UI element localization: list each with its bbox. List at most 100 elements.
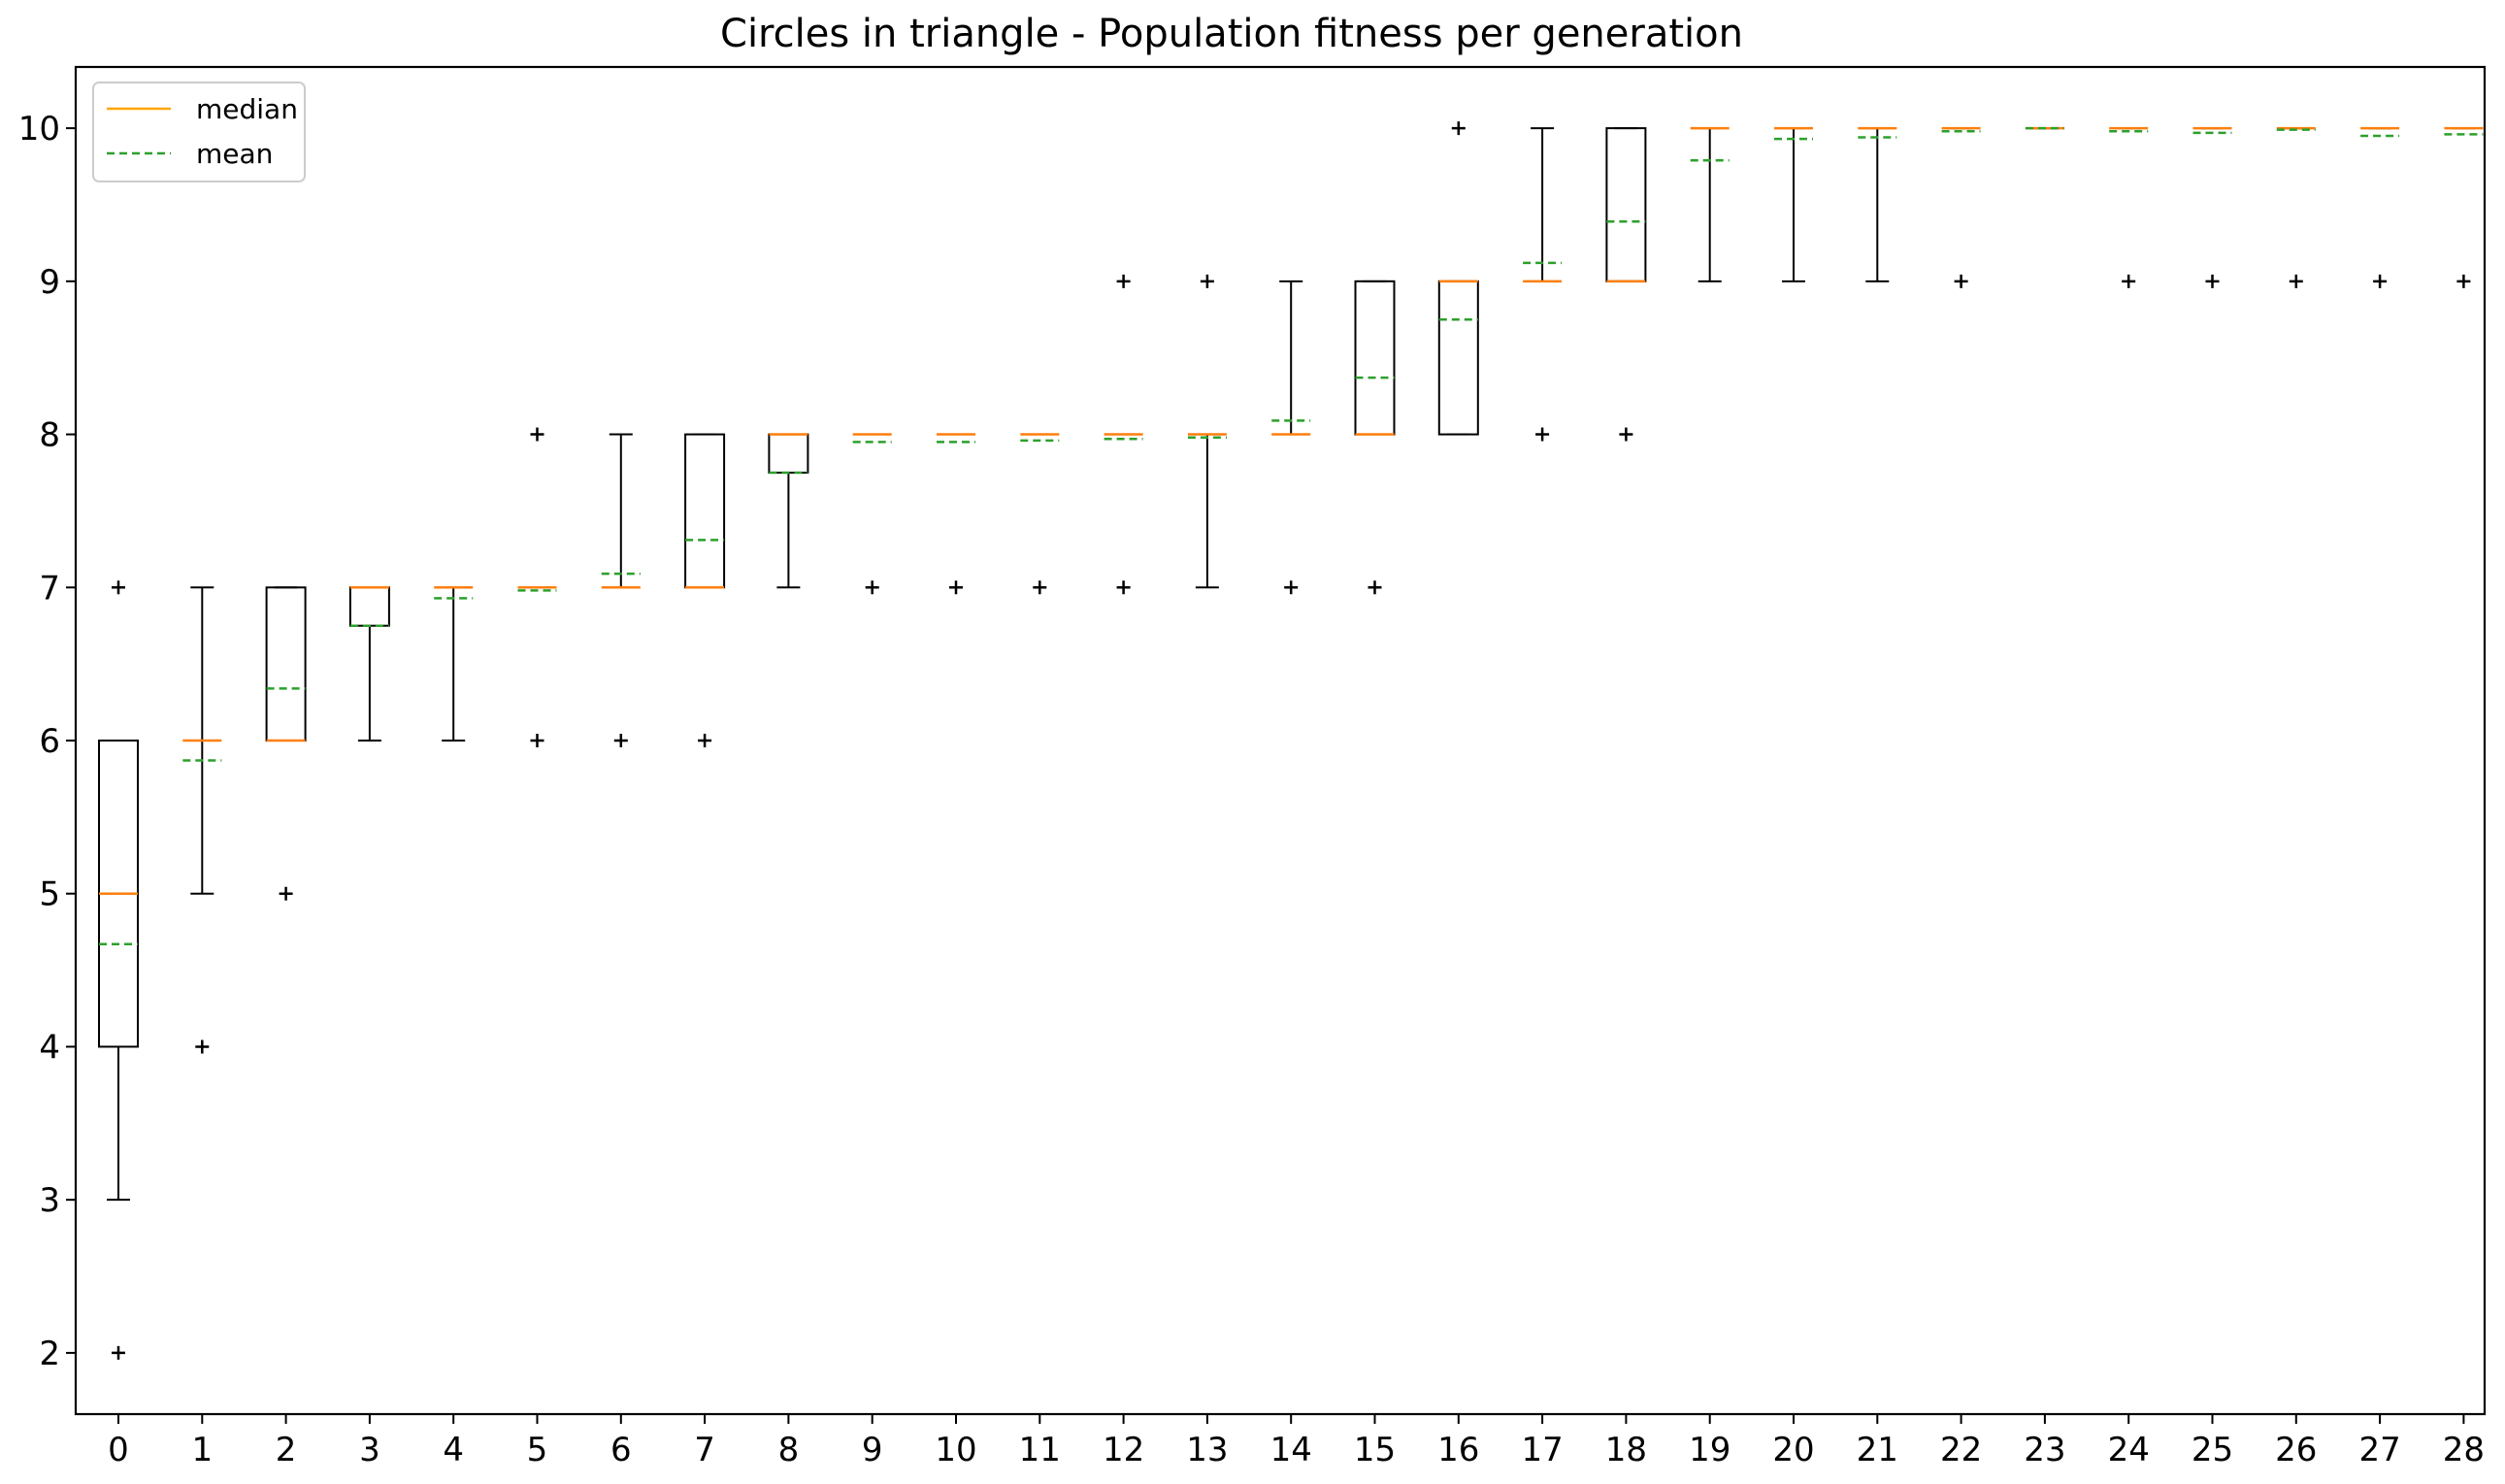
x-tick-label: 20 — [1772, 1431, 1814, 1469]
flier-point — [2122, 274, 2136, 288]
legend: median mean — [92, 82, 306, 182]
box-gen-7 — [684, 433, 726, 747]
x-tick-label: 24 — [2108, 1431, 2150, 1469]
y-tick-label: 7 — [39, 569, 60, 608]
box-gen-25 — [2192, 126, 2232, 288]
chart-title: Circles in triangle - Population fitness… — [720, 12, 1743, 56]
box-gen-21 — [1858, 126, 1897, 282]
box-gen-0 — [98, 580, 139, 1360]
legend-frame — [92, 82, 306, 182]
box-gen-3 — [348, 586, 390, 742]
flier-point — [2456, 274, 2471, 288]
x-tick-label: 16 — [1437, 1431, 1479, 1469]
y-tick-label: 4 — [39, 1028, 60, 1067]
box-gen-24 — [2109, 126, 2149, 288]
box-gen-27 — [2360, 126, 2400, 288]
x-tick-label: 25 — [2192, 1431, 2233, 1469]
flier-point — [530, 427, 544, 442]
flier-point — [1284, 580, 1299, 595]
y-tick-label: 5 — [39, 875, 60, 914]
x-tick-label: 9 — [862, 1431, 883, 1469]
x-tick-label: 21 — [1857, 1431, 1898, 1469]
x-tick-label: 8 — [778, 1431, 800, 1469]
flier-point — [195, 1039, 210, 1054]
y-tick-label: 8 — [39, 416, 60, 455]
box-gen-9 — [852, 433, 892, 595]
box-gen-15 — [1354, 280, 1396, 595]
x-tick-label: 2 — [276, 1431, 297, 1469]
box-gen-28 — [2444, 126, 2484, 288]
flier-point — [279, 886, 293, 901]
flier-point — [1368, 580, 1382, 595]
x-tick-label: 14 — [1270, 1431, 1312, 1469]
flier-point — [613, 734, 628, 747]
box-gen-22 — [1941, 126, 1981, 288]
box-gen-17 — [1523, 127, 1563, 442]
flier-point — [1200, 274, 1214, 288]
flier-point — [1954, 274, 1968, 288]
x-tick-label: 15 — [1354, 1431, 1396, 1469]
flier-point — [530, 734, 544, 747]
x-tick-label: 19 — [1689, 1431, 1730, 1469]
x-tick-label: 22 — [1940, 1431, 1982, 1469]
x-tick-label: 5 — [527, 1431, 548, 1469]
flier-point — [2373, 274, 2388, 288]
box-gen-4 — [434, 586, 474, 742]
flier-point — [1116, 580, 1131, 595]
flier-point — [698, 734, 712, 747]
x-tick-label: 7 — [694, 1431, 715, 1469]
x-tick-label: 10 — [935, 1431, 976, 1469]
legend-mean-label: mean — [196, 138, 273, 170]
box-gen-14 — [1271, 280, 1311, 595]
box-gen-12 — [1104, 274, 1143, 595]
x-tick-label: 0 — [108, 1431, 129, 1469]
box-gen-8 — [768, 433, 809, 589]
y-axis: 2 3 4 5 6 7 8 9 10 — [18, 110, 76, 1373]
y-tick-label: 6 — [39, 722, 60, 761]
box-gen-26 — [2276, 126, 2316, 288]
y-tick-label: 3 — [39, 1181, 60, 1220]
x-tick-label: 13 — [1186, 1431, 1228, 1469]
x-tick-label: 11 — [1019, 1431, 1061, 1469]
flier-point — [2289, 274, 2303, 288]
y-tick-label: 2 — [39, 1335, 60, 1373]
box-gen-19 — [1690, 126, 1730, 282]
box-gen-16 — [1437, 121, 1479, 436]
x-tick-label: 4 — [443, 1431, 464, 1469]
box-gen-2 — [265, 586, 307, 901]
y-tick-label: 9 — [39, 263, 60, 302]
flier-point — [1619, 427, 1633, 442]
flier-point — [112, 580, 125, 595]
x-tick-label: 17 — [1521, 1431, 1563, 1469]
flier-point — [1116, 274, 1131, 288]
x-tick-label: 27 — [2358, 1431, 2400, 1469]
box-gen-18 — [1605, 127, 1647, 442]
box-gen-6 — [601, 433, 641, 747]
flier-point — [1451, 121, 1466, 136]
flier-point — [865, 580, 879, 595]
flier-point — [2205, 274, 2220, 288]
x-tick-label: 18 — [1605, 1431, 1647, 1469]
box-gen-11 — [1020, 433, 1060, 595]
box-gen-10 — [937, 433, 975, 595]
x-tick-label: 12 — [1103, 1431, 1144, 1469]
x-tick-label: 23 — [2024, 1431, 2065, 1469]
x-tick-label: 28 — [2443, 1431, 2485, 1469]
x-axis: 0 1 2 3 4 5 6 7 8 9 10 11 12 13 14 15 16 17 18 19 20 21 22 23 24… — [108, 1414, 2485, 1469]
flier-point — [112, 1345, 125, 1360]
box-gen-1 — [182, 586, 222, 1054]
box-gen-5 — [517, 427, 557, 747]
flier-point — [1535, 427, 1550, 442]
x-tick-label: 6 — [610, 1431, 632, 1469]
box-gen-20 — [1774, 126, 1813, 282]
box-series — [98, 121, 2484, 1360]
box-gen-13 — [1187, 274, 1227, 589]
flier-point — [1033, 580, 1047, 595]
y-tick-label: 10 — [18, 110, 60, 148]
plot-frame — [74, 65, 2487, 1416]
x-tick-label: 3 — [359, 1431, 380, 1469]
legend-median-label: median — [196, 93, 298, 125]
x-tick-label: 1 — [191, 1431, 213, 1469]
